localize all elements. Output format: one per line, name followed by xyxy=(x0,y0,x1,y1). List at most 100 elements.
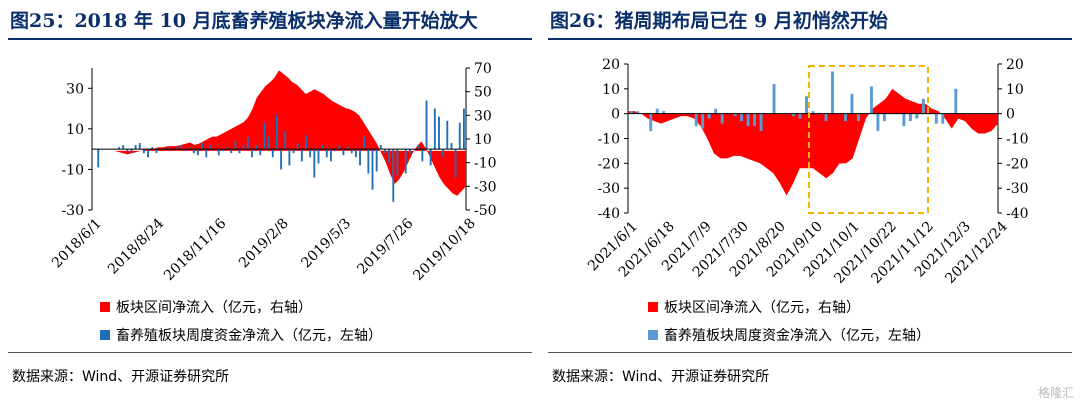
legend-item-blue: 畜养殖板块周度资金净流入（亿元，左轴） xyxy=(100,325,382,345)
right-tick-label: -30 xyxy=(1006,181,1029,197)
bar-weekly-inflow xyxy=(188,147,191,150)
bar-weekly-inflow xyxy=(876,113,880,132)
bar-weekly-inflow xyxy=(118,147,120,150)
bar-weekly-inflow xyxy=(130,149,133,154)
source-rule xyxy=(8,352,532,353)
bar-weekly-inflow xyxy=(404,149,407,174)
bar-weekly-inflow xyxy=(740,113,744,122)
bar-weekly-inflow xyxy=(429,149,432,166)
bar-weekly-inflow xyxy=(350,149,353,154)
left-tick-label: -30 xyxy=(61,203,84,219)
x-tick-label: 2018/8/24 xyxy=(105,215,167,277)
bar-weekly-inflow xyxy=(192,149,195,154)
bar-weekly-inflow xyxy=(197,149,199,156)
bar-weekly-inflow xyxy=(317,149,320,164)
bar-weekly-inflow xyxy=(701,113,705,129)
bar-weekly-inflow xyxy=(882,113,886,122)
right-tick-label: 10 xyxy=(474,132,492,148)
bar-weekly-inflow xyxy=(454,149,457,178)
bar-weekly-inflow xyxy=(649,113,653,132)
bar-weekly-inflow xyxy=(201,143,204,150)
bar-weekly-inflow xyxy=(234,141,237,150)
bar-weekly-inflow xyxy=(379,145,382,150)
legend-item-red: 板块区间净流入（亿元，右轴） xyxy=(648,297,860,317)
right-tick-label: -30 xyxy=(474,179,497,195)
x-tick-label: 2018/11/16 xyxy=(161,215,229,283)
source-note: 数据来源：Wind、开源证券研究所 xyxy=(552,369,770,385)
area-series-net-inflow xyxy=(92,70,466,196)
bar-weekly-inflow xyxy=(126,149,129,152)
left-tick-label: -10 xyxy=(597,132,620,148)
bar-weekly-inflow xyxy=(941,113,945,124)
right-tick-label: -10 xyxy=(1006,132,1029,148)
bar-weekly-inflow xyxy=(759,113,763,132)
bar-weekly-inflow xyxy=(284,130,287,150)
source-note: 数据来源：Wind、开源证券研究所 xyxy=(12,369,230,385)
bar-weekly-inflow xyxy=(772,83,776,114)
x-tick-label: 2019/2/8 xyxy=(236,216,292,272)
legend-label: 板块区间净流入（亿元，右轴） xyxy=(116,300,312,316)
bar-weekly-inflow xyxy=(176,147,179,150)
highlight-box xyxy=(808,65,929,214)
bar-weekly-inflow xyxy=(143,149,145,154)
bar-weekly-inflow xyxy=(908,113,912,122)
bar-weekly-inflow xyxy=(221,149,224,152)
bar-weekly-inflow xyxy=(267,136,270,150)
left-tick-label: -40 xyxy=(597,206,620,222)
right-tick-label: 50 xyxy=(474,85,492,101)
area-series-net-inflow xyxy=(628,88,998,196)
bar-weekly-inflow xyxy=(425,100,428,150)
bar-weekly-inflow xyxy=(384,149,386,154)
chart-title: 图26：猪周期布局已在 9 月初悄然开始 xyxy=(550,10,888,32)
bar-weekly-inflow xyxy=(288,149,291,166)
bar-weekly-inflow xyxy=(147,149,150,158)
bar-weekly-inflow xyxy=(388,149,391,164)
right-tick-label: 70 xyxy=(474,61,492,77)
bar-weekly-inflow xyxy=(934,113,938,124)
bar-weekly-inflow xyxy=(325,149,328,158)
bar-weekly-inflow xyxy=(338,145,341,150)
bar-weekly-inflow xyxy=(707,113,711,119)
bar-weekly-inflow xyxy=(636,111,640,114)
bar-weekly-inflow xyxy=(346,147,349,150)
title-rule xyxy=(548,38,1072,40)
bar-weekly-inflow xyxy=(271,149,274,158)
bar-weekly-inflow xyxy=(392,149,395,202)
left-tick-label: 0 xyxy=(611,107,620,123)
bar-weekly-inflow xyxy=(321,145,324,150)
bar-weekly-inflow xyxy=(915,113,919,119)
bar-weekly-inflow xyxy=(313,149,316,178)
bar-weekly-inflow xyxy=(714,108,718,114)
right-tick-label: -50 xyxy=(474,203,497,219)
bar-weekly-inflow xyxy=(242,145,245,150)
bar-weekly-inflow xyxy=(217,149,220,156)
bar-weekly-inflow xyxy=(305,134,307,150)
left-tick-label: 30 xyxy=(66,81,84,97)
bar-weekly-inflow xyxy=(371,149,374,190)
chart-title: 图25：2018 年 10 月底畜养殖板块净流入量开始放大 xyxy=(10,10,478,32)
left-tick-label: -20 xyxy=(597,156,620,172)
bar-weekly-inflow xyxy=(330,149,332,162)
bar-weekly-inflow xyxy=(151,147,154,150)
legend-item-blue: 畜养殖板块周度资金净流入（亿元，左轴） xyxy=(648,325,930,345)
bar-weekly-inflow xyxy=(458,122,461,150)
bar-weekly-inflow xyxy=(296,143,299,150)
bar-weekly-inflow xyxy=(180,145,183,150)
bar-weekly-inflow xyxy=(442,149,445,158)
legend-swatch-red xyxy=(100,302,110,312)
legend-label: 畜养殖板块周度资金净流入（亿元，左轴） xyxy=(116,328,382,344)
bar-weekly-inflow xyxy=(375,149,378,172)
bar-weekly-inflow xyxy=(251,149,253,158)
bar-weekly-inflow xyxy=(292,149,295,154)
left-tick-label: -10 xyxy=(61,162,84,178)
right-tick-label: 30 xyxy=(474,108,492,124)
bar-weekly-inflow xyxy=(300,149,303,162)
right-tick-label: -20 xyxy=(1006,156,1029,172)
left-tick-label: -30 xyxy=(597,181,620,197)
bar-weekly-inflow xyxy=(811,111,815,114)
left-tick-label: 20 xyxy=(602,57,620,73)
legend-swatch-blue xyxy=(648,330,658,340)
bar-weekly-inflow xyxy=(902,113,906,127)
bar-weekly-inflow xyxy=(334,149,337,152)
bar-weekly-inflow xyxy=(831,71,834,114)
